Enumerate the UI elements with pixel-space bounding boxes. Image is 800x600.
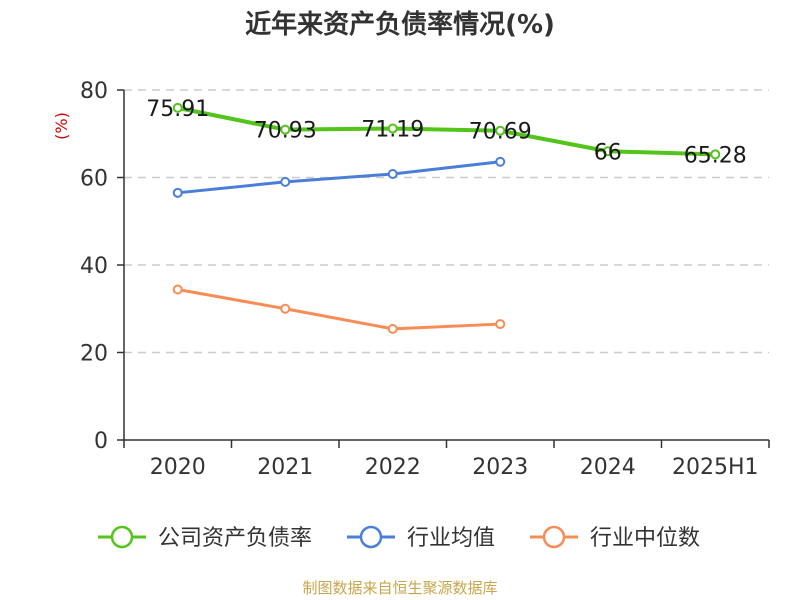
legend-marker (542, 525, 566, 549)
legend[interactable]: 公司资产负债率 行业均值 行业中位数 (98, 525, 700, 551)
y-tick-label: 80 (80, 79, 108, 104)
data-labels: 75.91 70.93 71.19 70.69 66 65.28 (146, 97, 746, 169)
data-point[interactable] (280, 124, 291, 135)
x-tick-label: 2025H1 (672, 455, 759, 480)
series-line (177, 105, 716, 157)
series-0 (172, 102, 721, 160)
legend-label: 行业均值 (407, 526, 495, 551)
data-point[interactable] (280, 176, 291, 187)
data-point[interactable] (172, 102, 183, 113)
y-tick-label: 60 (80, 167, 108, 192)
legend-marker (110, 525, 134, 549)
y-tick-label: 20 (80, 342, 108, 367)
data-point[interactable] (387, 169, 398, 179)
x-tick-label: 2024 (580, 455, 636, 480)
legend-label: 行业中位数 (590, 526, 700, 551)
series-1 (172, 156, 506, 198)
data-label: 70.93 (254, 119, 317, 144)
legend-marker (359, 525, 383, 549)
data-label: 71.19 (361, 118, 424, 143)
y-tick-label: 0 (94, 429, 108, 454)
chart-title: 近年来资产负债率情况(%) (245, 9, 555, 40)
legend-item[interactable]: 公司资产负债率 (98, 525, 312, 551)
data-label: 66 (594, 140, 622, 165)
legend-label: 公司资产负债率 (158, 526, 312, 551)
gridlines (124, 89, 769, 354)
series-layer (172, 102, 721, 334)
x-tick-label: 2023 (472, 455, 528, 480)
data-point[interactable] (387, 323, 398, 334)
data-point[interactable] (172, 187, 183, 198)
series-line (177, 160, 501, 195)
x-tick-label: 2022 (365, 455, 421, 480)
source-note: 制图数据来自恒生聚源数据库 (302, 579, 497, 597)
x-tick-label: 2021 (257, 455, 313, 480)
data-point[interactable] (387, 123, 398, 134)
y-tick-label: 40 (80, 254, 108, 279)
data-point[interactable] (495, 319, 506, 330)
legend-item[interactable]: 行业中位数 (530, 525, 700, 551)
data-label: 75.91 (146, 97, 209, 122)
data-point[interactable] (602, 146, 613, 157)
series-line (177, 288, 501, 331)
series-2 (172, 284, 506, 334)
data-point[interactable] (495, 125, 506, 136)
data-point[interactable] (495, 156, 506, 167)
axes: 0 20 40 60 80 2020 2021 2022 2023 2024 2025H1 (80, 79, 770, 480)
data-point[interactable] (280, 303, 291, 314)
legend-item[interactable]: 行业均值 (347, 525, 495, 551)
data-point[interactable] (172, 284, 183, 295)
data-label: 70.69 (469, 120, 532, 145)
x-tick-label: 2020 (150, 455, 206, 480)
data-point[interactable] (710, 149, 721, 160)
y-unit-label: (%) (52, 112, 71, 140)
data-label: 65.28 (684, 143, 747, 168)
